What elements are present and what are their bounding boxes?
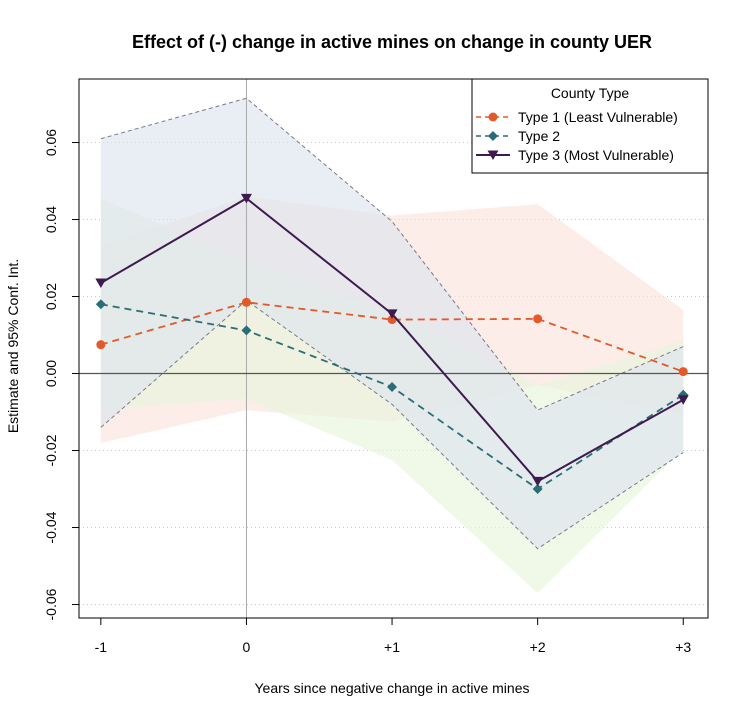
data-point-type-1	[533, 314, 543, 324]
x-tick-label: 0	[243, 639, 251, 655]
data-point-type-2	[532, 484, 543, 495]
x-tick-label: -1	[95, 639, 108, 655]
x-tick-label: +3	[675, 639, 691, 655]
series-line-type-1	[100, 301, 684, 373]
y-tick-label: 0.06	[43, 129, 59, 156]
x-axis-label: Years since negative change in active mi…	[255, 680, 530, 696]
data-point-type-3	[240, 193, 252, 204]
data-point-type-2	[95, 299, 106, 310]
data-point-type-3	[95, 278, 107, 289]
data-point-type-1	[96, 340, 106, 350]
y-tick-label: -0.04	[43, 511, 59, 543]
data-point-type-2	[387, 382, 398, 392]
y-tick-label: -0.02	[43, 434, 59, 466]
x-tick-label: +2	[530, 639, 546, 655]
plot-area	[79, 79, 708, 618]
y-tick-label: 0.04	[43, 206, 59, 233]
data-point-type-2	[241, 325, 252, 336]
ci-edge-type-3	[100, 97, 684, 411]
y-axis-label: Estimate and 95% Conf. Int.	[5, 259, 21, 433]
data-point-type-3	[386, 309, 398, 319]
data-point-type-3	[677, 395, 689, 405]
legend-marker-type-2	[488, 131, 498, 141]
chart-title: Effect of (-) change in active mines on …	[132, 32, 652, 52]
y-tick-label: 0.00	[43, 360, 59, 387]
legend-box	[471, 78, 709, 174]
ci-edge-type-3	[100, 299, 684, 550]
legend-marker-type-3	[487, 150, 499, 160]
y-tick-label: 0.02	[43, 283, 59, 310]
legend: County Type Type 1 (Least Vulnerable) Typ…	[471, 78, 709, 174]
data-point-type-1	[241, 297, 251, 307]
legend-label-type-1: Type 1 (Least Vulnerable)	[518, 109, 678, 125]
legend-label-type-2: Type 2	[518, 128, 560, 144]
legend-title: County Type	[551, 85, 630, 101]
plot-frame	[78, 78, 709, 619]
axes: -0.06 -0.04 -0.02 0.00 0.02 0.04 0.06 -1 0 +1 +2 +3	[43, 78, 709, 655]
data-point-type-1	[678, 367, 688, 377]
data-point-type-3	[532, 476, 544, 487]
x-tick-label: +1	[384, 639, 400, 655]
legend-marker-type-1	[488, 112, 498, 122]
legend-label-type-3: Type 3 (Most Vulnerable)	[518, 147, 674, 163]
y-tick-label: -0.06	[43, 588, 59, 620]
